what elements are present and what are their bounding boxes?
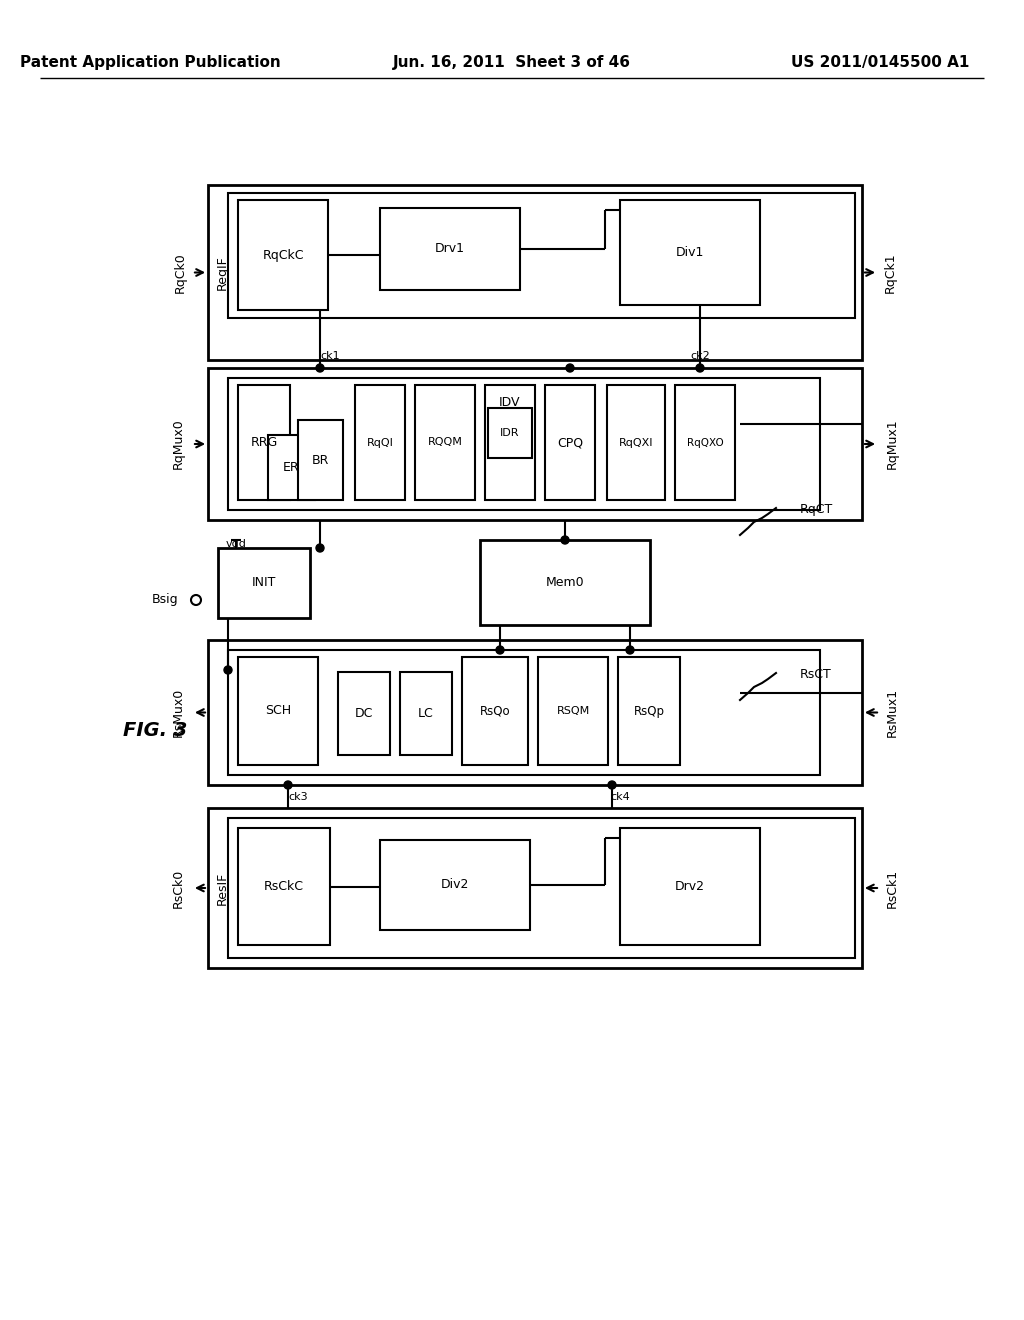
Bar xyxy=(400,672,452,755)
Text: ck1: ck1 xyxy=(321,351,340,360)
Text: RqQI: RqQI xyxy=(367,437,393,447)
Text: DC: DC xyxy=(354,708,373,719)
Bar xyxy=(675,385,735,500)
Circle shape xyxy=(284,781,292,789)
Text: Div1: Div1 xyxy=(676,246,705,259)
Bar xyxy=(338,672,390,755)
Text: RQQM: RQQM xyxy=(428,437,463,447)
Text: RsMux0: RsMux0 xyxy=(171,688,184,737)
Bar xyxy=(228,193,855,318)
Bar xyxy=(208,368,862,520)
Bar xyxy=(415,385,475,500)
Bar xyxy=(208,185,862,360)
Text: RsCT: RsCT xyxy=(800,668,831,681)
Bar xyxy=(620,828,760,945)
Bar xyxy=(238,201,328,310)
Text: RqCk1: RqCk1 xyxy=(884,252,896,293)
Text: RRG: RRG xyxy=(251,436,278,449)
Text: RsCk0: RsCk0 xyxy=(171,869,184,908)
Text: CPQ: CPQ xyxy=(557,436,583,449)
Text: RqQXO: RqQXO xyxy=(687,437,723,447)
Bar xyxy=(380,209,520,290)
Circle shape xyxy=(316,364,324,372)
Bar xyxy=(208,640,862,785)
Text: INIT: INIT xyxy=(252,577,276,590)
Circle shape xyxy=(496,645,504,653)
Bar xyxy=(268,436,315,500)
Text: ck4: ck4 xyxy=(610,792,630,803)
Text: US 2011/0145500 A1: US 2011/0145500 A1 xyxy=(791,54,969,70)
Bar xyxy=(488,408,532,458)
Bar xyxy=(355,385,406,500)
Text: ReqIF: ReqIF xyxy=(215,255,228,290)
Bar xyxy=(228,818,855,958)
Text: RsMux1: RsMux1 xyxy=(886,688,898,737)
Bar xyxy=(238,385,290,500)
Text: ck2: ck2 xyxy=(690,351,710,360)
Bar xyxy=(238,828,330,945)
Text: LC: LC xyxy=(418,708,434,719)
Text: RsQo: RsQo xyxy=(479,705,510,718)
Text: vdd: vdd xyxy=(226,539,247,549)
Circle shape xyxy=(626,645,634,653)
Text: FIG. 3: FIG. 3 xyxy=(123,721,187,739)
Bar xyxy=(485,385,535,500)
Text: RqCk0: RqCk0 xyxy=(173,252,186,293)
Text: ResIF: ResIF xyxy=(215,871,228,904)
Bar xyxy=(228,649,820,775)
Text: RqQXI: RqQXI xyxy=(618,437,653,447)
Bar xyxy=(218,548,310,618)
Text: RqMux0: RqMux0 xyxy=(171,418,184,470)
Text: RsQp: RsQp xyxy=(634,705,665,718)
Bar xyxy=(545,385,595,500)
Text: BR: BR xyxy=(312,454,329,466)
Text: Div2: Div2 xyxy=(440,879,469,891)
Bar xyxy=(238,657,318,766)
Circle shape xyxy=(561,536,569,544)
Text: RsCkC: RsCkC xyxy=(264,880,304,894)
Text: Mem0: Mem0 xyxy=(546,576,585,589)
Bar xyxy=(380,840,530,931)
Text: IDR: IDR xyxy=(501,428,520,438)
Text: RSQM: RSQM xyxy=(556,706,590,715)
Bar xyxy=(607,385,665,500)
Text: Drv2: Drv2 xyxy=(675,880,705,894)
Text: Drv1: Drv1 xyxy=(435,243,465,256)
Circle shape xyxy=(608,781,616,789)
Text: SCH: SCH xyxy=(265,705,291,718)
Text: Jun. 16, 2011  Sheet 3 of 46: Jun. 16, 2011 Sheet 3 of 46 xyxy=(393,54,631,70)
Text: RqCkC: RqCkC xyxy=(262,248,304,261)
Circle shape xyxy=(316,544,324,552)
Bar xyxy=(462,657,528,766)
Circle shape xyxy=(224,667,232,675)
Text: RqMux1: RqMux1 xyxy=(886,418,898,470)
Text: Bsig: Bsig xyxy=(152,594,178,606)
Bar xyxy=(228,378,820,510)
Bar xyxy=(208,808,862,968)
Text: RqCT: RqCT xyxy=(800,503,834,516)
Circle shape xyxy=(566,364,574,372)
Text: RsCk1: RsCk1 xyxy=(886,869,898,908)
Text: ER: ER xyxy=(284,461,300,474)
Text: IDV: IDV xyxy=(500,396,521,409)
Bar xyxy=(620,201,760,305)
Text: ck3: ck3 xyxy=(288,792,308,803)
Bar xyxy=(298,420,343,500)
Bar xyxy=(538,657,608,766)
Bar xyxy=(618,657,680,766)
Circle shape xyxy=(696,364,705,372)
Text: Patent Application Publication: Patent Application Publication xyxy=(19,54,281,70)
Bar xyxy=(480,540,650,624)
